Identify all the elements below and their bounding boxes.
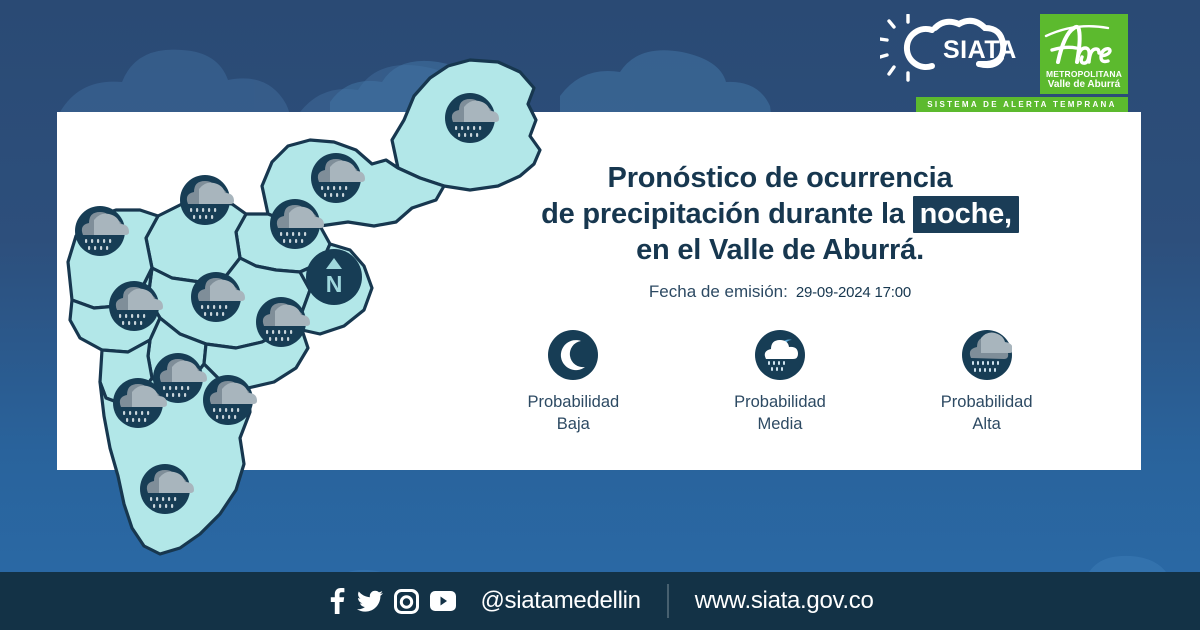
social-icons — [326, 588, 457, 614]
instagram-icon[interactable] — [394, 588, 420, 614]
headline-highlight-noche: noche, — [912, 196, 1019, 233]
emission-date-value: 29-09-2024 17:00 — [795, 284, 912, 301]
footer-divider — [666, 584, 669, 618]
headline-line-1: Pronóstico de ocurrencia — [607, 162, 953, 194]
cloud-heavy-rain-icon — [961, 330, 1012, 380]
legend-media-line1: Probabilidad — [734, 393, 826, 411]
twitter-icon[interactable] — [357, 588, 384, 614]
logo-row: SIATA METROPOLITANA Valle de Aburrá — [880, 14, 1128, 94]
legend-alta-line2: Alta — [972, 415, 1001, 433]
area-logo-line2: Valle de Aburrá — [1047, 79, 1121, 90]
area-metropolitana-logo: METROPOLITANA Valle de Aburrá — [1040, 14, 1128, 94]
footer-bar: @siatamedellin www.siata.gov.co — [0, 572, 1200, 630]
legend-item-alta[interactable]: Probabilidad Alta — [897, 330, 1077, 435]
tagline-text: SISTEMA DE ALERTA TEMPRANA — [927, 100, 1117, 109]
area-script-wordmark — [1044, 24, 1112, 65]
headline-line-2: de precipitación durante la noche, — [470, 196, 1090, 233]
headline-block: Pronóstico de ocurrencia de precipitació… — [470, 160, 1090, 302]
website-url[interactable]: www.siata.gov.co — [694, 587, 874, 614]
emission-date-row: Fecha de emisión: 29-09-2024 17:00 — [470, 282, 1090, 302]
facebook-icon[interactable] — [326, 588, 346, 614]
legend-label-alta: Probabilidad Alta — [941, 391, 1033, 435]
probability-legend: Probabilidad Baja Probabilidad Media — [470, 330, 1090, 435]
legend-baja-line1: Probabilidad — [527, 393, 620, 411]
headline-line-2-text: de precipitación durante la — [541, 198, 905, 230]
youtube-icon[interactable] — [430, 591, 457, 611]
tagline-bar: SISTEMA DE ALERTA TEMPRANA — [916, 97, 1128, 112]
area-logo-line1: METROPOLITANA — [1045, 69, 1123, 79]
cloud-rain-moon-icon — [754, 330, 805, 380]
legend-label-baja: Probabilidad Baja — [527, 391, 619, 435]
social-handle[interactable]: @siatamedellin — [480, 587, 641, 614]
siata-logo: SIATA — [880, 14, 1017, 82]
brand-logos: SIATA METROPOLITANA Valle de Aburrá SIST… — [880, 14, 1128, 112]
legend-media-line2: Media — [757, 415, 803, 433]
legend-alta-line1: Probabilidad — [940, 393, 1033, 411]
legend-label-media: Probabilidad Media — [734, 391, 826, 435]
legend-item-media[interactable]: Probabilidad Media — [690, 330, 870, 435]
emission-date-label: Fecha de emisión: — [648, 282, 788, 301]
moon-icon — [548, 330, 599, 380]
legend-baja-line2: Baja — [556, 415, 590, 433]
siata-wordmark: SIATA — [943, 36, 1017, 64]
legend-item-baja[interactable]: Probabilidad Baja — [483, 330, 663, 435]
headline-line-3: en el Valle de Aburrá. — [636, 234, 924, 266]
